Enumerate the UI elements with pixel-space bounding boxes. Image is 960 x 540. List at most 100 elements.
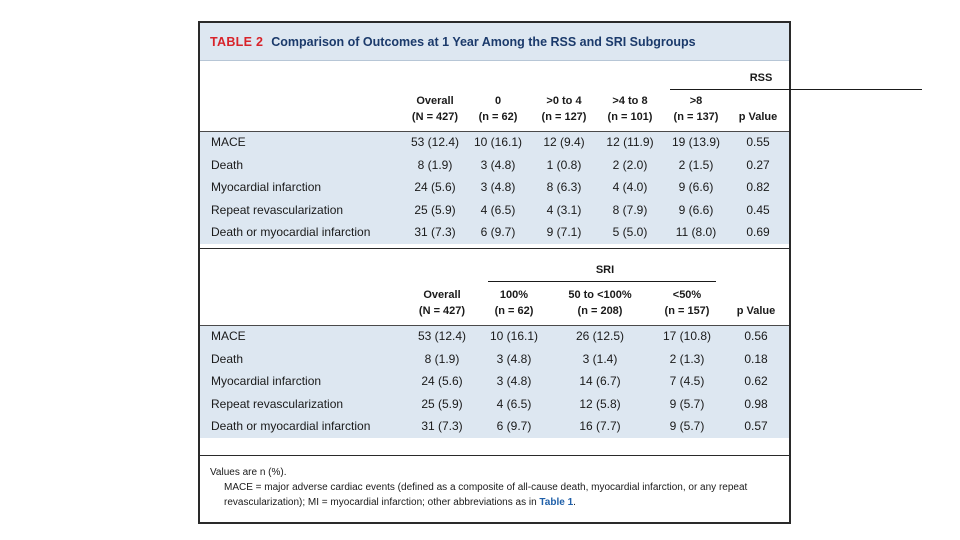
cell: 11 (8.0) [675,225,717,240]
row-label: Myocardial infarction [211,374,322,389]
rss-col-0: 0 (n = 62) [472,93,524,125]
table-title-bar: TABLE 2 Comparison of Outcomes at 1 Year… [200,23,789,61]
cell: 24 (5.6) [421,374,463,389]
cell: 14 (6.7) [579,374,621,389]
rss-col-4-8: >4 to 8 (n = 101) [600,93,660,125]
cell: 12 (11.9) [606,135,654,149]
row-label: Repeat revascularization [211,202,344,217]
cell: 10 (16.1) [489,329,539,343]
cell: 9 (5.7) [669,396,705,411]
cell: 8 (1.9) [417,157,453,172]
row-label: MACE [211,329,246,343]
rss-group-rule [670,89,922,90]
rss-col-overall-line2: (N = 427) [411,111,459,123]
cell: 10 (16.1) [473,135,523,149]
rss-col-gt8: >8 (n = 137) [666,93,726,125]
cell: 31 (7.3) [414,225,456,240]
sri-col-pvalue: p Value [728,287,784,319]
cell: 6 (9.7) [496,419,532,434]
cell: 0.57 [744,419,768,434]
row-label: Death or myocardial infarction [211,225,371,240]
sri-col-50-100-line2: (n = 208) [577,305,623,317]
row-label: Death or myocardial infarction [211,419,371,434]
sri-col-50-100-line1: 50 to <100% [568,289,632,301]
sri-group-rule [488,281,716,282]
cell: 25 (5.9) [414,202,456,217]
sri-col-100-line2: (n = 62) [494,305,534,317]
sri-col-lt50: <50% (n = 157) [654,287,720,319]
table-row: Death 8 (1.9) 3 (4.8) 3 (1.4) 2 (1.3) 0.… [200,349,789,372]
sri-col-overall: Overall (N = 427) [406,287,478,319]
row-label: Death [211,157,244,172]
rss-body: MACE 53 (12.4) 10 (16.1) 12 (9.4) 12 (11… [200,131,789,244]
cell: 4 (4.0) [612,180,648,195]
cell: 0.55 [746,135,770,149]
cell: 7 (4.5) [669,374,705,389]
cell: 4 (3.1) [546,202,582,217]
cell: 8 (6.3) [546,180,582,195]
row-label: Repeat revascularization [211,396,344,411]
cell: 9 (7.1) [546,225,582,240]
cell: 53 (12.4) [410,135,460,149]
table-frame: TABLE 2 Comparison of Outcomes at 1 Year… [198,21,922,524]
cell: 31 (7.3) [421,419,463,434]
sri-col-lt50-line2: (n = 157) [664,305,710,317]
table-row: MACE 53 (12.4) 10 (16.1) 12 (9.4) 12 (11… [200,132,789,155]
cell: 0.45 [746,202,770,217]
sri-body: MACE 53 (12.4) 10 (16.1) 26 (12.5) 17 (1… [200,325,789,438]
cell: 9 (5.7) [669,419,705,434]
rss-col-4-8-line1: >4 to 8 [612,95,648,107]
cell: 4 (6.5) [480,202,516,217]
cell: 0.27 [746,157,770,172]
footnote-abbreviations-text: MACE = major adverse cardiac events (def… [224,482,748,508]
footnote-values-note: Values are n (%). [210,467,287,478]
rss-group-label: RSS [749,72,773,84]
table-row: Myocardial infarction 24 (5.6) 3 (4.8) 8… [200,177,789,200]
table-1-link[interactable]: Table 1 [539,497,574,508]
cell: 3 (4.8) [480,180,516,195]
cell: 26 (12.5) [575,329,625,343]
sri-col-overall-line1: Overall [423,289,461,301]
rss-col-pvalue: p Value [730,93,786,125]
cell: 6 (9.7) [480,225,516,240]
cell: 12 (5.8) [579,396,621,411]
cell: 19 (13.9) [671,135,721,149]
cell: 9 (6.6) [678,202,714,217]
table-row: MACE 53 (12.4) 10 (16.1) 26 (12.5) 17 (1… [200,326,789,349]
cell: 0.82 [746,180,770,195]
cell: 9 (6.6) [678,180,714,195]
rss-col-pvalue-line2: p Value [738,111,778,123]
cell: 16 (7.7) [579,419,621,434]
rss-col-0-line1: 0 [494,95,502,107]
cell: 5 (5.0) [612,225,648,240]
cell: 8 (7.9) [612,202,648,217]
cell: 24 (5.6) [414,180,456,195]
cell: 0.18 [744,351,768,366]
row-label: Death [211,351,244,366]
cell: 53 (12.4) [417,329,467,343]
cell: 3 (1.4) [582,351,618,366]
cell: 8 (1.9) [424,351,460,366]
section-divider [200,248,789,249]
sri-col-100: 100% (n = 62) [484,287,544,319]
cell: 0.56 [744,329,768,343]
table-row: Death or myocardial infarction 31 (7.3) … [200,222,789,245]
cell: 17 (10.8) [662,329,712,343]
table-footnote: Values are n (%). MACE = major adverse c… [200,455,789,523]
sri-header: SRI Overall (N = 427) 100% (n = 62) 50 t… [200,255,789,325]
rss-col-gt8-line2: (n = 137) [673,111,719,123]
footnote-period: . [573,497,576,508]
cell: 3 (4.8) [496,351,532,366]
cell: 12 (9.4) [543,135,585,149]
rss-col-0-4-line2: (n = 127) [541,111,587,123]
rss-col-overall-line1: Overall [416,95,454,107]
sri-col-pvalue-line1 [728,287,784,303]
table-title: Comparison of Outcomes at 1 Year Among t… [271,34,696,49]
table-row: Death 8 (1.9) 3 (4.8) 1 (0.8) 2 (2.0) 2 … [200,155,789,178]
rss-col-0-line2: (n = 62) [478,111,518,123]
cell: 0.98 [744,396,768,411]
cell: 1 (0.8) [546,157,582,172]
cell: 2 (1.3) [669,351,705,366]
sri-col-50-100: 50 to <100% (n = 208) [552,287,648,319]
table-row: Death or myocardial infarction 31 (7.3) … [200,416,789,439]
